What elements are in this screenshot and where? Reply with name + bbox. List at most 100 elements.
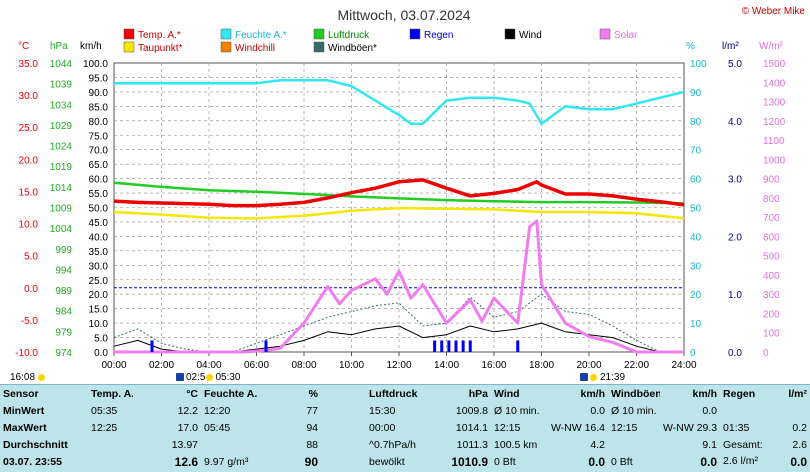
wind-tick-label: 15.0 — [89, 305, 109, 316]
header-wind: Wind — [494, 387, 520, 400]
temp-tick-label: 10.0 — [19, 220, 39, 231]
chart-title: Mittwoch, 03.07.2024 — [337, 7, 470, 23]
header-wind-unit: km/h — [580, 387, 606, 400]
series-line-feuchtea — [114, 79, 685, 125]
gust-direction: W-NW — [663, 421, 694, 434]
wind-tick-label: 35.0 — [89, 247, 109, 258]
pressure-tick-label: 1039 — [50, 80, 73, 91]
gust-speed: 29.3 — [696, 421, 718, 434]
x-axis-ticks: 00:00 02:00 04:00 06:00 08:00 10:00 12:00 14:00… — [101, 352, 697, 370]
moonset-time: 16:08 — [10, 372, 46, 383]
rain-tick-label: 5.0 — [728, 59, 742, 70]
gust-value: 9.1 — [702, 438, 718, 451]
rain-bar — [468, 340, 472, 352]
abs-hum: 9.97 g/m³ — [204, 455, 249, 468]
rain-value: 0.0 — [790, 454, 808, 469]
wind-speed: 16.4 — [584, 421, 606, 434]
header-rain-cell: Regen l/m² — [720, 385, 810, 402]
y-axis-ticks: 35.0 30.0 25.0 20.0 15.0 10.0 5.0 0.0 -5.0 -10.0 1… — [15, 59, 785, 359]
pressure-tick-label: 974 — [55, 348, 72, 359]
solar-tick-label: 400 — [763, 271, 780, 282]
gust-value: W-NW 29.3 — [660, 419, 720, 436]
hum-value: 77 — [306, 404, 319, 417]
legend-swatch — [313, 28, 325, 40]
solar-tick-label: 300 — [763, 290, 780, 301]
pressure-tick-label: 1009 — [50, 204, 73, 215]
wind-tick-label: 55.0 — [89, 189, 109, 200]
gust-bft: 0 Bft — [611, 455, 633, 468]
sunset-label: 21:39 — [600, 372, 626, 383]
header-rain: Regen — [723, 387, 756, 400]
wind-tick-label: 0.0 — [94, 348, 108, 359]
wind-desc: Ø 10 min. — [494, 404, 540, 417]
humidity-tick-label: 40 — [690, 232, 702, 243]
wind-tick-label: 90.0 — [89, 88, 109, 99]
legend-swatch — [313, 41, 325, 53]
rain-tick-label: 1.0 — [728, 290, 742, 301]
wind-tick-label: 80.0 — [89, 117, 109, 128]
press-time: 15:30 — [369, 404, 396, 417]
wind-tick-label: 10.0 — [89, 319, 109, 330]
x-tick-label: 20:00 — [576, 360, 601, 370]
pressure-tick-label: 1004 — [50, 224, 73, 235]
wind-tick-label: 45.0 — [89, 218, 109, 229]
moonrise-label: 02:5 — [186, 372, 206, 383]
temp-tick-label: 0.0 — [24, 284, 38, 295]
legend-label: Windböen* — [328, 43, 377, 54]
sun-icon — [590, 373, 597, 381]
press-value: 1009.8 — [455, 404, 489, 417]
x-tick-label: 00:00 — [101, 360, 126, 370]
rain-total: 2.6 l/m² — [723, 454, 759, 467]
solar-tick-label: 700 — [763, 213, 780, 224]
legend-swatch — [123, 28, 135, 40]
pressure-tick-label: 1029 — [50, 121, 73, 132]
wind-value: 4.2 — [590, 438, 606, 451]
press-value: 1011.3 — [456, 438, 489, 451]
stats-header-row: Sensor Temp. A. °C Feuchte A. % Luftdruc… — [0, 385, 810, 402]
x-tick-label: 14:00 — [434, 360, 459, 370]
wind-tick-label: 60.0 — [89, 175, 109, 186]
humidity-tick-label: 100 — [690, 59, 707, 70]
wind-tick-label: 25.0 — [89, 276, 109, 287]
rain-bar — [440, 340, 444, 352]
temp-tick-label: 20.0 — [19, 155, 39, 166]
rain-axis-unit: l/m² — [722, 41, 739, 52]
rain-cell: Gesamt: 2.6 — [720, 436, 810, 453]
legend-label: Solar — [614, 30, 638, 41]
header-gust: Windböen — [611, 387, 661, 400]
x-tick-label: 06:00 — [244, 360, 269, 370]
solar-tick-label: 1000 — [763, 155, 786, 166]
gust-desc: Ø 10 min. — [611, 404, 657, 417]
solar-tick-label: 0 — [763, 348, 769, 359]
legend-label: Temp. A.* — [138, 30, 181, 41]
gust-value: 0.0 — [700, 454, 718, 469]
temp-value: 12.2 — [177, 404, 198, 417]
solar-tick-label: 600 — [763, 232, 780, 243]
humidity-tick-label: 90 — [690, 88, 702, 99]
wind-direction: W-NW — [550, 421, 582, 434]
rain-bar — [264, 340, 268, 352]
x-tick-label: 10:00 — [339, 360, 364, 370]
rain-cell: 2.6 l/m² 0.0 — [720, 453, 810, 470]
solar-tick-label: 1200 — [763, 117, 786, 128]
temp-time: 05:35 — [91, 404, 118, 417]
legend-swatch — [220, 28, 232, 40]
legend-swatch — [220, 41, 232, 53]
temp-value: 12.6 — [174, 454, 198, 469]
gust-time: 12:15 — [611, 421, 638, 434]
humidity-tick-label: 80 — [690, 117, 702, 128]
press-value: 1014.1 — [455, 421, 489, 434]
pressure-tick-label: 1019 — [50, 162, 73, 173]
solar-tick-label: 500 — [763, 252, 780, 263]
temp-tick-label: 5.0 — [24, 252, 38, 263]
row-label: MinWert — [3, 404, 45, 417]
pressure-tick-label: 979 — [55, 327, 72, 338]
pressure-tick-label: 1024 — [50, 142, 73, 153]
pressure-tick-label: 1044 — [50, 59, 73, 70]
wind-time: 12:15 — [494, 421, 521, 434]
wind-value: 0.0 — [588, 454, 606, 469]
x-tick-label: 16:00 — [481, 360, 506, 370]
x-tick-label: 02:00 — [149, 360, 174, 370]
temp-tick-label: 25.0 — [19, 123, 39, 134]
rain-bar — [150, 340, 154, 352]
